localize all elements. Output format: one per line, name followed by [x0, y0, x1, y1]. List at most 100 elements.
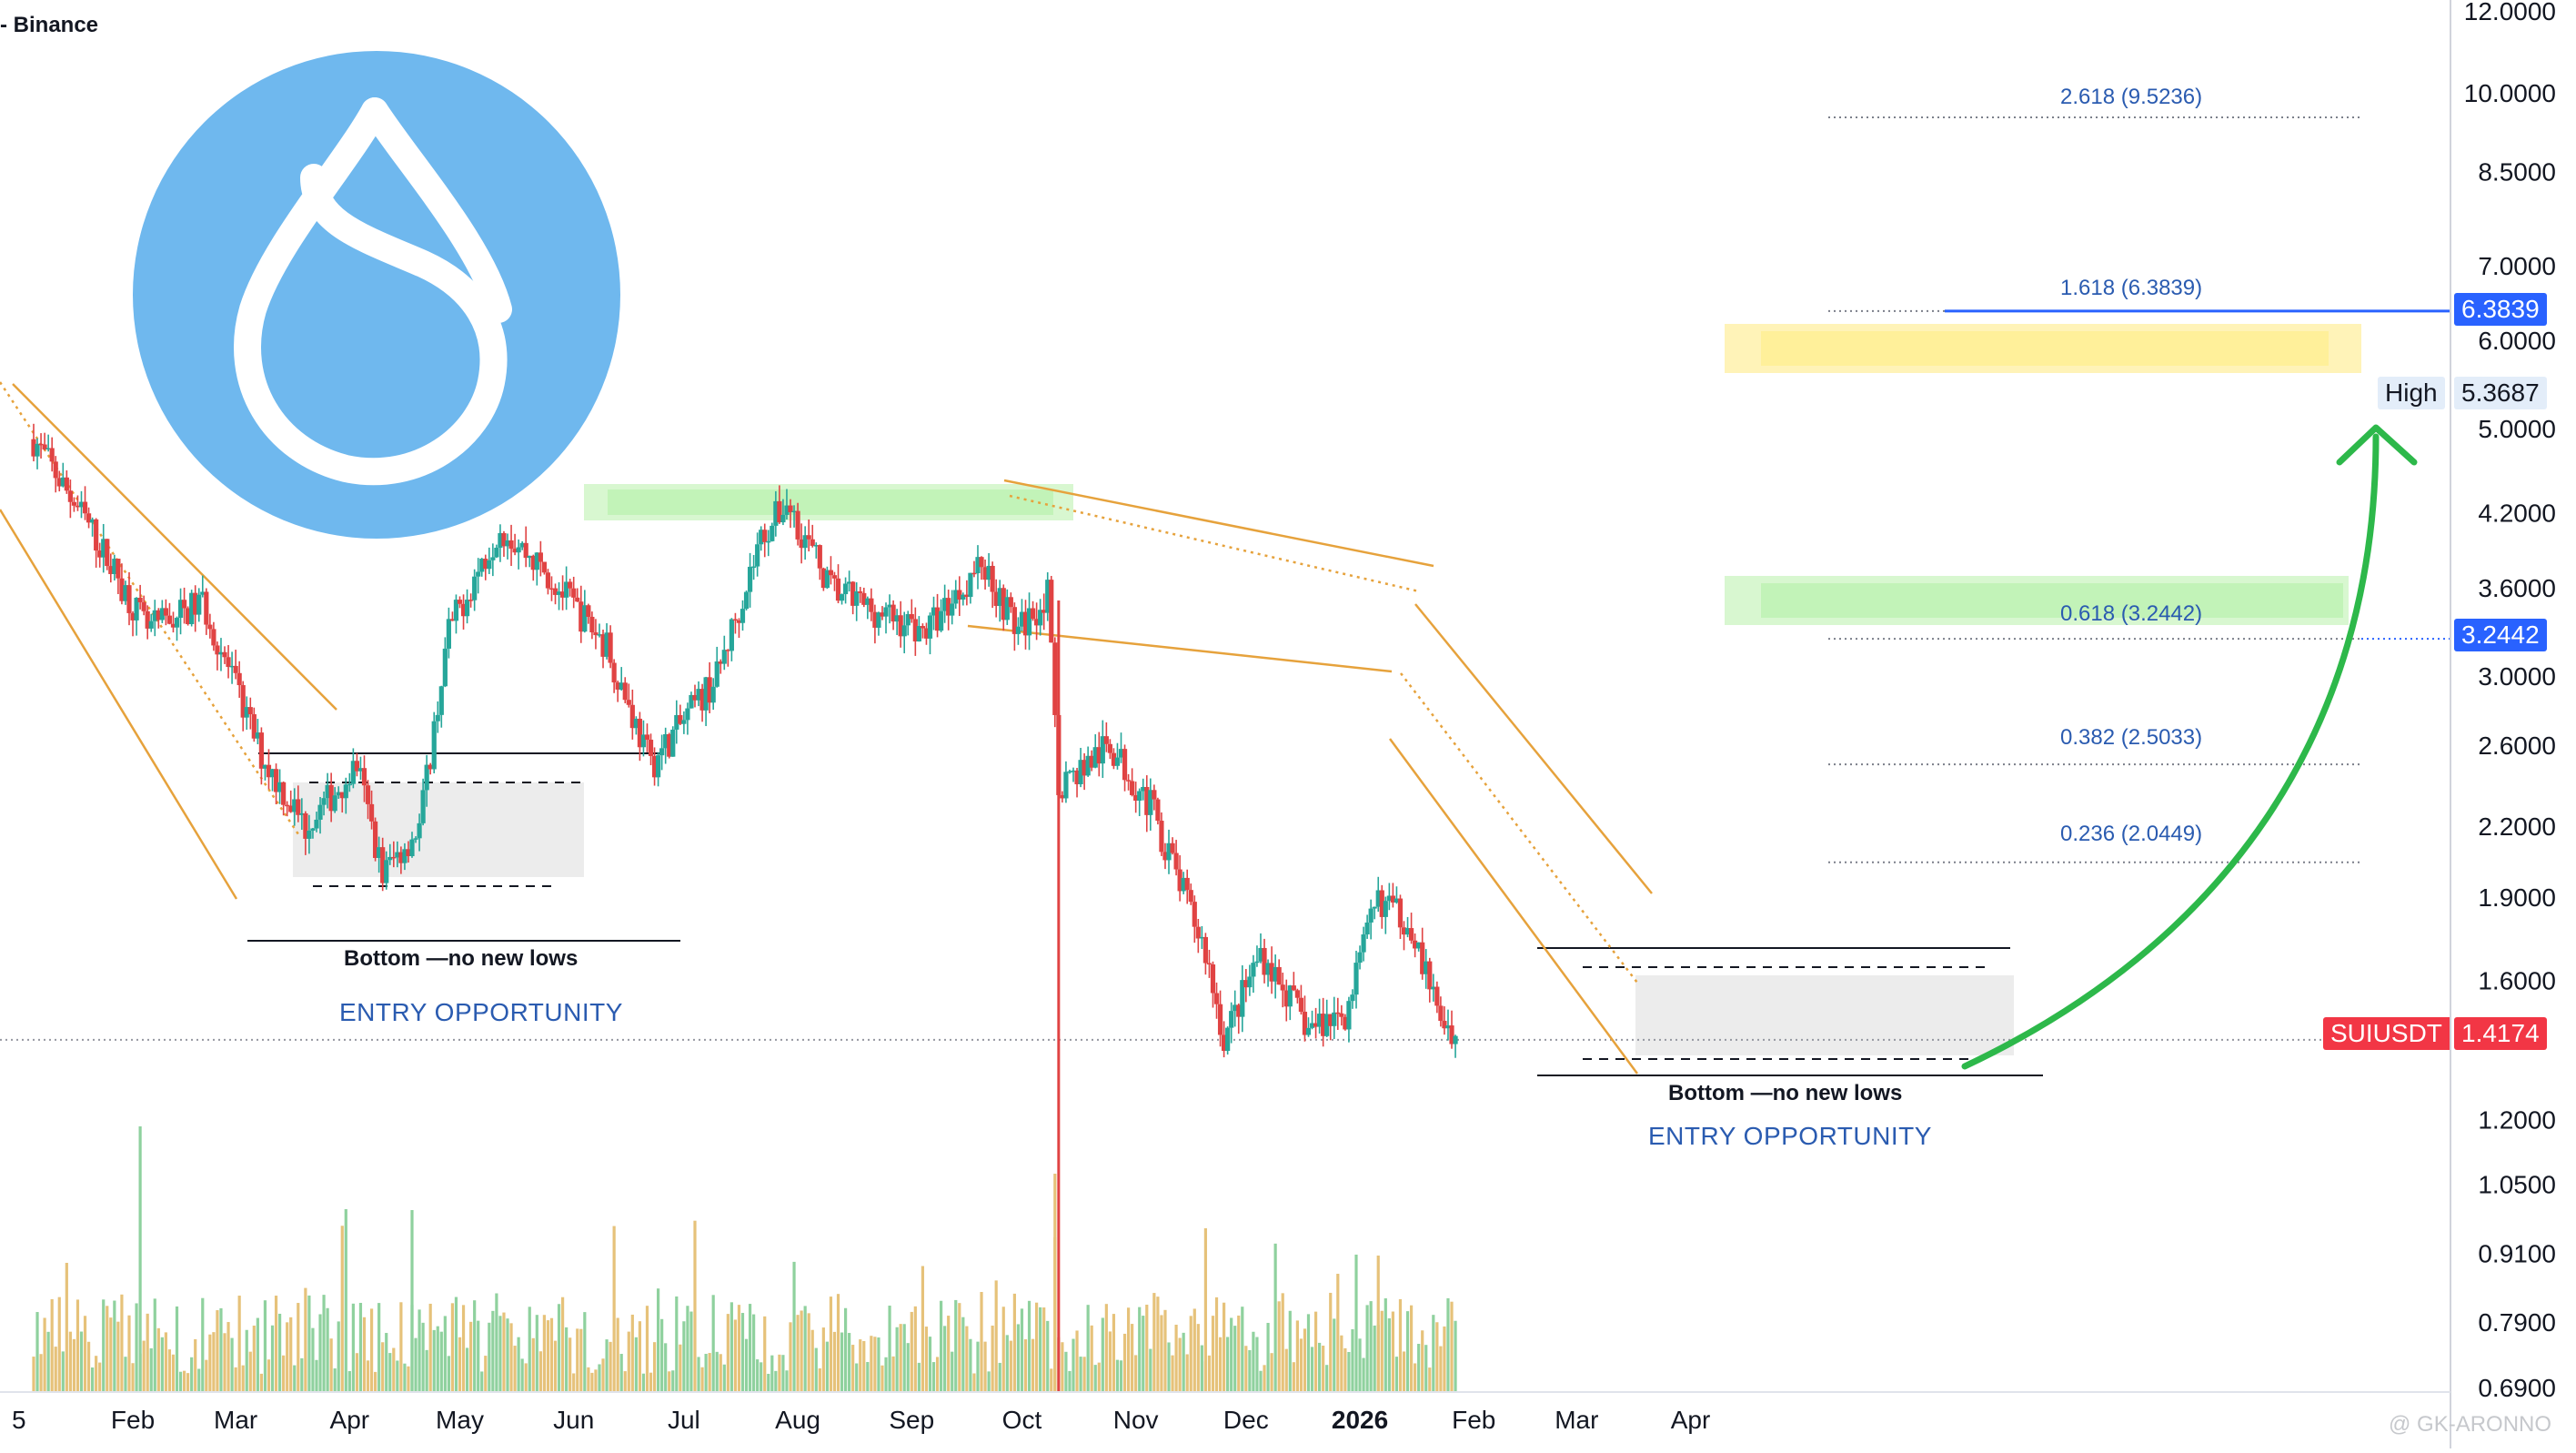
candle-up: [824, 570, 830, 589]
volume-bar: [583, 1312, 587, 1392]
candle-down: [912, 619, 918, 642]
volume-bar: [106, 1306, 109, 1392]
candle-down: [116, 559, 121, 579]
candle-down: [508, 540, 514, 550]
volume-bar: [1222, 1302, 1226, 1392]
candle-up: [438, 686, 444, 715]
volume-bar: [767, 1373, 770, 1392]
candle-down: [512, 549, 518, 553]
volume-bar: [931, 1362, 936, 1392]
volume-bar: [652, 1342, 657, 1392]
volume-bar: [601, 1358, 605, 1392]
candle-down: [762, 530, 768, 542]
fib-label-0382: 0.382 (2.5033): [2060, 725, 2203, 750]
volume-bar: [1237, 1315, 1241, 1392]
volume-bar: [138, 1126, 142, 1392]
volume-bar: [447, 1356, 450, 1392]
candle-down: [361, 768, 367, 786]
volume-bar: [95, 1356, 98, 1392]
volume-bar: [131, 1363, 135, 1392]
fib-label-2618: 2.618 (9.5236): [2060, 85, 2203, 109]
target-arrow-curve: [1961, 433, 2380, 1070]
volume-bar: [689, 1311, 693, 1392]
candle-up: [177, 600, 184, 619]
candle-down: [56, 478, 62, 487]
volume-bar: [237, 1296, 241, 1392]
candle-down: [236, 672, 242, 686]
candle-up: [986, 565, 991, 580]
candle-up: [751, 566, 757, 569]
volume-bar: [509, 1323, 513, 1392]
candle-up: [1324, 1014, 1330, 1036]
candle-down: [468, 600, 474, 601]
candle-down: [31, 439, 36, 457]
volume-bar: [234, 1367, 237, 1392]
candle-down: [137, 597, 143, 602]
candle-down: [339, 792, 345, 799]
candle-up: [299, 812, 305, 815]
candle-up: [1309, 1023, 1315, 1028]
time-tick-label: Mar: [214, 1406, 257, 1434]
candle-up: [1273, 966, 1278, 982]
volume-bar: [843, 1307, 848, 1392]
candle-up: [1225, 1027, 1231, 1052]
volume-bar: [598, 1364, 601, 1392]
volume-bar: [737, 1305, 741, 1392]
volume-bar: [326, 1307, 329, 1392]
candle-up: [663, 733, 669, 749]
volume-bar: [1012, 1293, 1016, 1392]
time-tick-label: Mar: [1555, 1406, 1598, 1434]
candle-up: [780, 514, 786, 523]
candle-up: [269, 769, 276, 778]
candle-down: [365, 785, 371, 804]
candle-down: [1302, 1012, 1308, 1035]
candle-up: [1118, 749, 1124, 758]
candle-down: [571, 588, 577, 598]
volume-bar: [752, 1314, 756, 1392]
volume-bar: [1131, 1324, 1134, 1392]
volume-bar: [1203, 1228, 1208, 1392]
candle-up: [262, 764, 268, 769]
volume-bar: [524, 1363, 528, 1392]
volume-bar: [358, 1302, 363, 1392]
candle-up: [674, 714, 679, 730]
price-tag-fib-0618: 3.2442: [2454, 619, 2547, 651]
candle-down: [579, 601, 584, 632]
candle-up: [1015, 626, 1021, 634]
candle-up: [619, 682, 624, 690]
volume-bar: [75, 1299, 80, 1392]
volume-bar: [1178, 1337, 1182, 1392]
volume-bar: [855, 1363, 859, 1392]
volume-bar: [796, 1315, 800, 1392]
candle-up: [1332, 1012, 1337, 1026]
candle-down: [1280, 984, 1285, 991]
candle-down: [869, 598, 874, 612]
volume-bar: [1435, 1322, 1439, 1392]
candle-down: [53, 461, 58, 479]
channel-lower-1: [0, 509, 238, 900]
volume-bar: [947, 1316, 951, 1392]
price-tag-fib-1618: 6.3839: [2454, 293, 2547, 326]
candle-up: [1240, 980, 1245, 1017]
volume-bar: [1138, 1307, 1142, 1392]
candle-down: [1328, 1014, 1333, 1026]
candle-down: [222, 651, 227, 658]
candle-up: [255, 732, 260, 739]
volume-bar: [1122, 1333, 1127, 1392]
volume-bar: [311, 1327, 315, 1392]
candle-down: [501, 532, 507, 547]
volume-bar: [825, 1341, 829, 1392]
candle-up: [1229, 1011, 1234, 1028]
price-tick-label: 0.7900: [2478, 1308, 2556, 1337]
candle-up: [494, 547, 499, 558]
volume-bar: [821, 1327, 825, 1392]
candle-down: [285, 804, 290, 807]
volume-bar: [983, 1341, 987, 1392]
volume-bar: [1292, 1362, 1295, 1392]
volume-bar: [142, 1340, 146, 1392]
resistance-zone-green-left-inner: [608, 489, 1053, 515]
candle-up: [1361, 934, 1366, 953]
volume-bar: [1270, 1353, 1273, 1392]
time-tick-label: Jun: [553, 1406, 594, 1434]
